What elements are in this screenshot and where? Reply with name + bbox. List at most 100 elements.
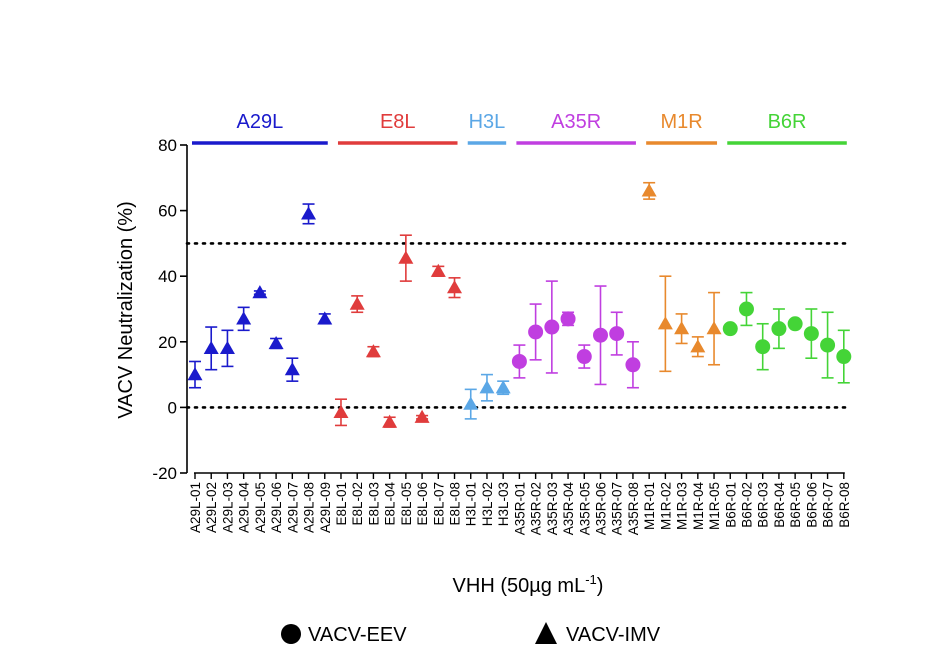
x-tick-label: A35R-07 [610, 482, 625, 535]
point-marker-triangle [219, 340, 235, 354]
x-tick-label: B6R-05 [788, 482, 803, 528]
point-marker-triangle [479, 380, 495, 394]
point-marker-circle [755, 339, 771, 355]
data-point-a29l-09 [317, 311, 333, 325]
data-point-a29l-08 [301, 203, 317, 225]
x-tick-label: M1R-01 [642, 482, 657, 530]
x-tick-label: B6R-02 [739, 482, 754, 528]
point-marker-circle [528, 324, 544, 340]
point-marker-circle [544, 319, 560, 335]
x-tick-label: A29L-09 [318, 482, 333, 533]
point-marker-circle [722, 321, 738, 337]
x-tick-label: B6R-01 [723, 482, 738, 528]
data-point-e8l-02 [349, 295, 365, 314]
data-point-a35r-01 [511, 344, 527, 379]
point-marker-circle [625, 357, 641, 373]
point-marker-triangle [706, 321, 722, 335]
x-tick-label: A29L-03 [220, 482, 235, 533]
x-tick-label: B6R-07 [821, 482, 836, 528]
legend: VACV-EEV VACV-IMV [281, 622, 661, 646]
legend-circle-marker [281, 624, 301, 644]
group-bars: A29L E8L H3L A35R M1R B6R [192, 111, 847, 145]
x-tick-label: B6R-06 [804, 482, 819, 528]
x-tick-label: A35R-08 [626, 482, 641, 535]
y-axis: -20 0 20 40 60 80 [152, 136, 188, 483]
data-point-e8l-08 [447, 277, 463, 299]
x-tick-label: E8L-01 [334, 482, 349, 526]
point-marker-circle [771, 321, 787, 337]
point-marker-circle [787, 316, 803, 332]
x-tick-label: H3L-02 [480, 482, 495, 526]
data-point-a35r-04 [560, 311, 576, 327]
y-tick-label: 60 [158, 202, 177, 221]
legend-label-eev: VACV-EEV [308, 624, 407, 646]
point-marker-circle [609, 326, 625, 342]
point-marker-triangle [495, 380, 511, 394]
point-marker-circle [836, 349, 852, 365]
y-tick-label: 20 [158, 333, 177, 352]
point-marker-triangle [430, 263, 446, 277]
point-marker-triangle [657, 316, 673, 330]
point-marker-triangle [333, 404, 349, 418]
point-marker-triangle [317, 311, 333, 325]
x-tick-label: A29L-08 [302, 482, 317, 533]
y-tick-label: -20 [152, 464, 177, 483]
data-point-e8l-06 [414, 409, 430, 423]
point-marker-triangle [398, 250, 414, 264]
x-tick-label: M1R-03 [675, 482, 690, 530]
data-point-b6r-01 [722, 321, 738, 337]
point-marker-triangle [301, 206, 317, 220]
point-marker-triangle [187, 367, 203, 381]
point-marker-triangle [674, 321, 690, 335]
point-marker-triangle [284, 362, 300, 376]
reference-lines [185, 242, 850, 409]
point-marker-circle [511, 353, 527, 369]
data-point-b6r-08 [836, 329, 852, 384]
x-tick-label: E8L-04 [383, 482, 398, 526]
x-tick-label: B6R-04 [772, 482, 787, 528]
data-point-m1r-03 [674, 313, 690, 345]
x-tick-label: A29L-05 [253, 482, 268, 533]
y-axis-title: VACV Neutralization (%) [115, 201, 137, 418]
data-point-e8l-07 [430, 263, 446, 278]
data-point-a29l-07 [284, 357, 300, 382]
x-axis-title-close: ) [597, 575, 604, 597]
legend-triangle-marker [535, 622, 557, 644]
group-label-h3l: H3L [469, 111, 506, 133]
x-tick-label: A35R-01 [512, 482, 527, 535]
data-point-b6r-07 [820, 311, 836, 379]
data-point-e8l-01 [333, 398, 349, 427]
point-marker-circle [576, 349, 592, 365]
data-point-m1r-01 [641, 181, 657, 200]
point-marker-triangle [690, 339, 706, 353]
data-point-a29l-05 [252, 285, 268, 299]
data-point-h3l-01 [463, 388, 479, 420]
x-tick-label: M1R-02 [658, 482, 673, 530]
x-tick-label: E8L-06 [415, 482, 430, 526]
data-point-b6r-06 [803, 308, 819, 360]
point-marker-triangle [641, 183, 657, 197]
data-point-b6r-04 [771, 308, 787, 350]
point-marker-triangle [268, 335, 284, 350]
x-tick-label: E8L-02 [350, 482, 365, 526]
x-tick-label: E8L-08 [448, 482, 463, 526]
data-point-a29l-04 [236, 306, 252, 332]
point-marker-circle [560, 311, 576, 327]
y-tick-label: 0 [168, 398, 177, 417]
data-point-a35r-03 [544, 280, 560, 374]
x-tick-label: B6R-08 [837, 482, 852, 528]
x-tick-label: A35R-04 [561, 482, 576, 536]
x-tick-label: M1R-04 [691, 482, 706, 531]
data-point-b6r-03 [755, 322, 771, 371]
x-axis: A29L-01 A29L-02 A29L-03 A29L-04 A29L-05 A29L-… [188, 472, 852, 536]
data-point-m1r-02 [657, 275, 673, 373]
x-tick-label: H3L-03 [496, 482, 511, 526]
x-tick-label: E8L-03 [366, 482, 381, 526]
point-marker-circle [803, 326, 819, 342]
data-point-m1r-05 [706, 291, 722, 366]
group-label-a35r: A35R [551, 111, 601, 133]
point-marker-triangle [382, 414, 398, 428]
data-point-a35r-06 [593, 285, 608, 386]
x-tick-label: A35R-03 [545, 482, 560, 535]
